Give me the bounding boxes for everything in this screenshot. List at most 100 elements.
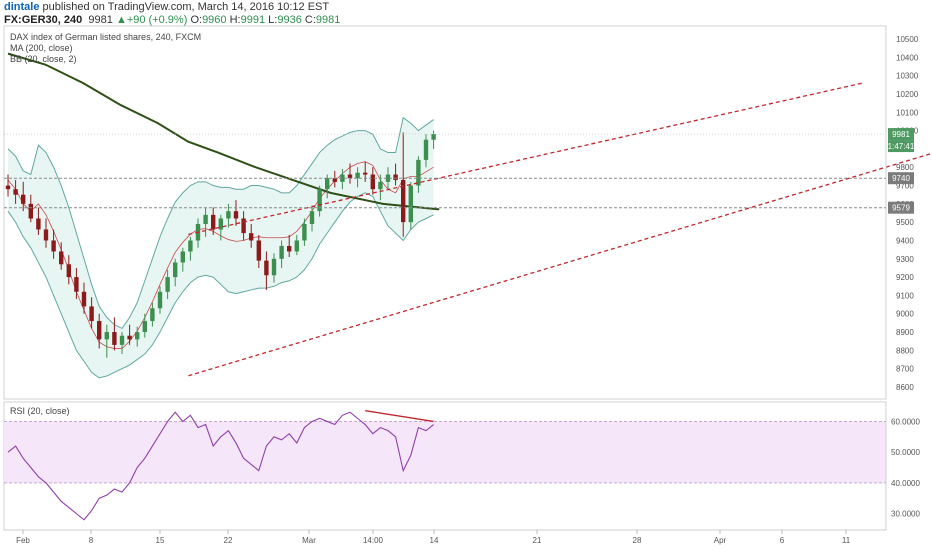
- candle-body: [104, 332, 109, 340]
- candle-body: [302, 223, 307, 241]
- time-axis[interactable]: Feb 8 15 22 Mar 14:00 14 21 28 Apr 6 11: [4, 529, 886, 545]
- last-price-tag-bg: [888, 128, 914, 141]
- horizontal-levels[interactable]: [4, 133, 886, 209]
- candle-body: [28, 203, 33, 219]
- chart-header: dintale published on TradingView.com, Ma…: [4, 1, 928, 27]
- candle-body: [218, 218, 223, 230]
- rsi-line: [7, 410, 434, 521]
- candle-body: [325, 178, 330, 190]
- candle-body: [81, 291, 87, 307]
- rsi-band-fill: [4, 421, 886, 483]
- candle-body: [173, 262, 178, 278]
- candle-body: [142, 321, 147, 333]
- candle-body: [416, 159, 421, 186]
- candle-body: [249, 233, 254, 241]
- time-tick-label: Apr: [714, 536, 727, 545]
- bb-upper-line: [7, 116, 434, 330]
- candle-body: [127, 335, 132, 340]
- price-tick-label: 10200: [896, 90, 919, 99]
- price-tick-label: 8800: [896, 346, 914, 355]
- candle-body: [393, 174, 398, 181]
- candle-body: [5, 185, 11, 190]
- candle-body: [21, 194, 26, 204]
- price-tick-label: 9400: [896, 236, 914, 245]
- candle-body: [36, 218, 41, 230]
- candle-body: [264, 260, 269, 276]
- candle-body: [241, 218, 246, 234]
- time-tick-label: 8: [89, 536, 94, 545]
- legend-symbol[interactable]: DAX index of German listed shares, 240, …: [10, 32, 201, 42]
- price-tick-label: 10400: [896, 53, 919, 62]
- time-tick-label: 15: [156, 536, 165, 545]
- candle-body: [13, 189, 18, 195]
- low-label: L:: [268, 14, 278, 26]
- channel-lower-line: [188, 152, 932, 377]
- candle-body: [332, 178, 337, 182]
- candle-body: [226, 211, 231, 219]
- candle-body: [66, 264, 71, 278]
- price-tick-label: 9500: [896, 218, 914, 227]
- change-value: +90 (+0.9%): [126, 14, 188, 26]
- candle-body: [89, 306, 94, 322]
- time-tick-label: Feb: [16, 536, 30, 545]
- price-tick-label: 8600: [896, 383, 914, 392]
- publish-text: published on TradingView.com, March 14, …: [42, 1, 330, 13]
- candle-body: [97, 321, 102, 340]
- candle-body: [317, 189, 322, 212]
- rsi-tick-label: 30.0000: [891, 510, 920, 519]
- candle-body: [135, 332, 140, 340]
- rsi-tick-label: 40.0000: [891, 479, 920, 488]
- rsi-tick-label: 60.0000: [891, 417, 920, 426]
- time-tick-label: 28: [633, 536, 642, 545]
- candle-body: [378, 181, 383, 190]
- candle-body: [385, 174, 391, 182]
- close-label: C:: [304, 14, 316, 26]
- trend-channel[interactable]: [0, 0, 932, 377]
- countdown-tag-bg: [888, 140, 914, 153]
- candle-body: [188, 240, 193, 252]
- price-tick-label: 9700: [896, 182, 914, 191]
- candle-body: [279, 245, 284, 259]
- ma200-line: [7, 52, 440, 211]
- candle-body: [423, 139, 429, 160]
- level2-tag: 9579: [892, 204, 910, 213]
- rsi-axis[interactable]: 30.0000 40.0000 50.0000 60.0000: [885, 402, 920, 530]
- rsi-divergence-line: [365, 410, 434, 423]
- candle-body: [150, 308, 155, 322]
- price-tick-label: 9800: [896, 163, 914, 172]
- candle-body: [408, 185, 413, 223]
- candle-body: [370, 174, 375, 190]
- price-tick-label: 8900: [896, 328, 914, 337]
- countdown-tag: 1:47:41: [888, 142, 915, 151]
- candle-body: [211, 214, 216, 230]
- rsi-tick-label: 50.0000: [891, 448, 920, 457]
- level1-tag-bg: [888, 172, 914, 185]
- bb-lower-line: [7, 192, 434, 379]
- legend-bb[interactable]: BB (20, close, 2): [10, 54, 77, 64]
- author-link[interactable]: dintale: [4, 1, 40, 13]
- candle-body: [294, 240, 299, 252]
- price-tick-label: 9100: [896, 291, 914, 300]
- price-tick-label: 9300: [896, 255, 914, 264]
- candle-body: [363, 172, 368, 175]
- candle-body: [165, 277, 170, 292]
- legend-ma[interactable]: MA (200, close): [10, 43, 73, 53]
- publish-line: dintale published on TradingView.com, Ma…: [4, 1, 928, 14]
- rsi-band: [4, 420, 886, 484]
- price-tick-label: 10300: [896, 72, 919, 81]
- high-value: 9991: [240, 14, 266, 26]
- candle-body: [340, 174, 345, 182]
- symbol-label[interactable]: FX:GER30, 240: [4, 14, 83, 26]
- last-price-tag: 9981: [892, 130, 910, 139]
- time-tick-label: Mar: [302, 536, 316, 545]
- open-value: 9960: [202, 14, 227, 26]
- open-label: O:: [190, 14, 203, 26]
- candle-body: [271, 258, 277, 276]
- legend-rsi[interactable]: RSI (20, close): [10, 406, 70, 416]
- candle-body: [256, 240, 261, 261]
- time-tick-label: 22: [224, 536, 233, 545]
- time-tick-label: 21: [533, 536, 542, 545]
- close-value: 9981: [315, 14, 341, 26]
- channel-upper-line: [188, 82, 864, 236]
